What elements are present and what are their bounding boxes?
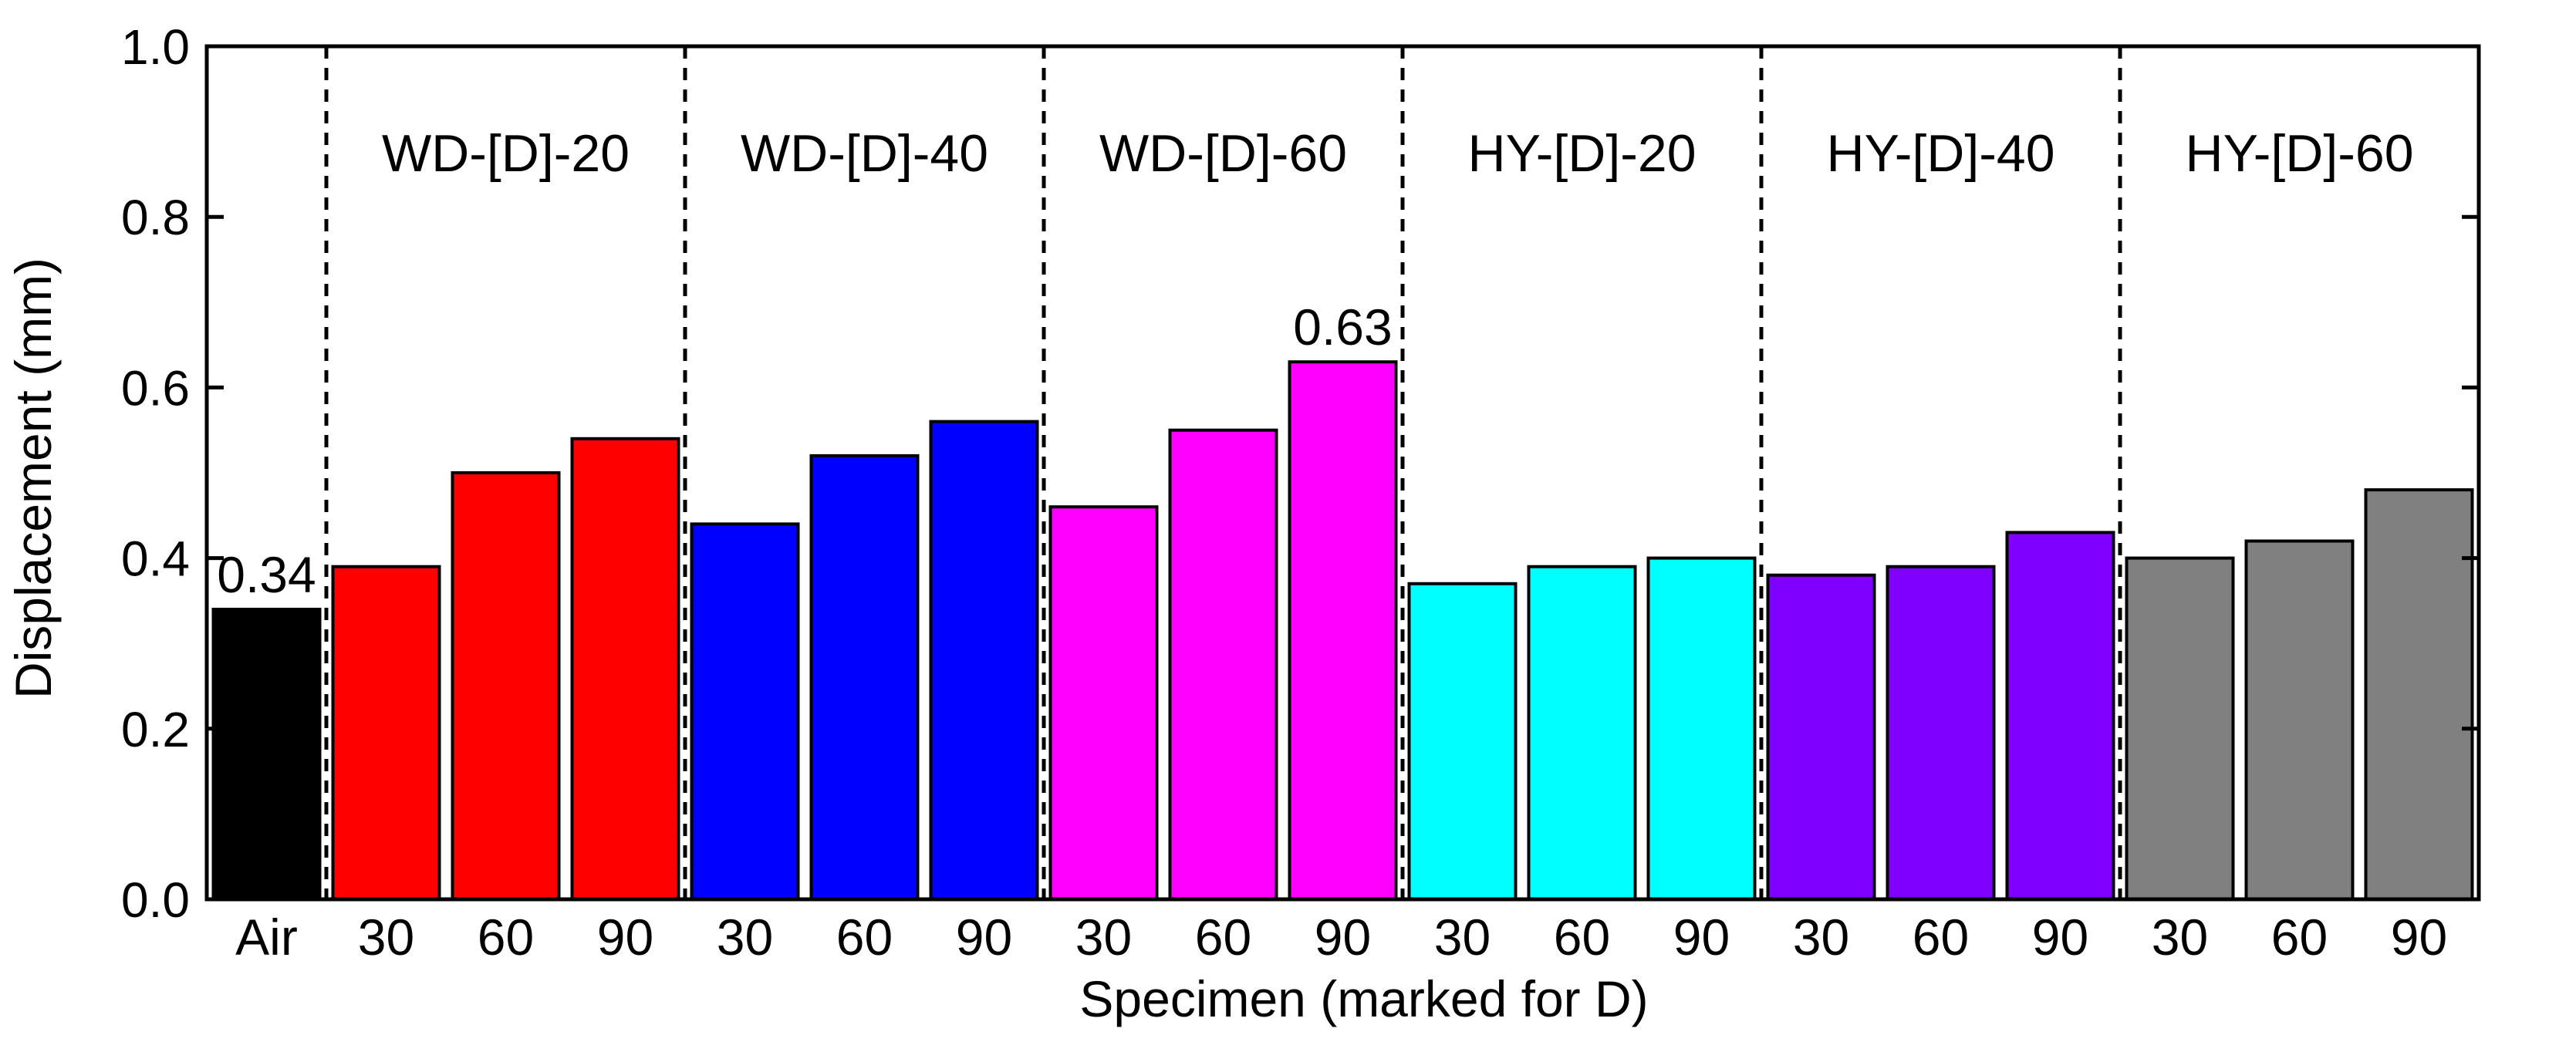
x-tick-label-9: 90 [1315, 909, 1371, 966]
bar-6 [929, 420, 1039, 901]
bar-4 [690, 522, 800, 902]
x-tick-label-6: 90 [956, 909, 1012, 966]
x-tick-label-14: 60 [1913, 909, 1969, 966]
x-tick-label-11: 60 [1554, 909, 1610, 966]
x-tick-label-3: 90 [597, 909, 653, 966]
x-axis-title: Specimen (marked for D) [1079, 970, 1648, 1027]
group-label-2: WD-[D]-60 [1099, 124, 1347, 183]
bar-0 [211, 608, 322, 901]
x-tick-label-7: 30 [1075, 909, 1132, 966]
group-label-1: WD-[D]-40 [741, 124, 988, 183]
y-tick-label-4: 0.8 [121, 190, 190, 245]
x-tick-label-15: 90 [2032, 909, 2088, 966]
bar-14 [1886, 565, 1996, 901]
y-tick-label-0: 0.0 [121, 872, 190, 928]
x-tick-label-0: Air [235, 909, 298, 966]
data-label-0: 0.34 [217, 546, 316, 603]
x-tick-label-18: 90 [2391, 909, 2447, 966]
bar-13 [1766, 573, 1876, 901]
x-tick-label-1: 30 [358, 909, 414, 966]
group-label-0: WD-[D]-20 [382, 124, 630, 183]
bar-9 [1288, 360, 1398, 901]
bar-16 [2125, 556, 2235, 901]
bar-1 [331, 565, 441, 901]
bar-7 [1048, 505, 1159, 901]
y-tick-label-2: 0.4 [121, 531, 190, 587]
group-label-3: HY-[D]-20 [1467, 124, 1696, 183]
data-label-1: 0.63 [1293, 298, 1392, 356]
bar-15 [2005, 531, 2115, 902]
x-tick-label-13: 30 [1793, 909, 1849, 966]
y-tick-label-3: 0.6 [121, 360, 190, 416]
x-tick-label-4: 30 [717, 909, 773, 966]
bar-11 [1527, 565, 1637, 901]
bar-17 [2244, 539, 2355, 901]
x-tick-label-2: 60 [478, 909, 534, 966]
plot-frame [204, 44, 2481, 902]
bar-2 [451, 471, 561, 901]
y-tick-label-1: 0.2 [121, 702, 190, 757]
plot-area: WD-[D]-20 WD-[D]-40 WD-[D]-60 HY-[D]-20 HY-[… [121, 19, 2481, 966]
bar-12 [1646, 556, 1757, 901]
x-tick-label-8: 60 [1195, 909, 1251, 966]
x-tick-label-10: 30 [1434, 909, 1491, 966]
bar-18 [2364, 488, 2474, 901]
bar-8 [1168, 428, 1278, 901]
x-tick-label-12: 90 [1673, 909, 1730, 966]
bar-5 [809, 454, 920, 901]
group-label-4: HY-[D]-40 [1826, 124, 2054, 183]
y-axis-title: Displacement (mm) [5, 258, 62, 699]
x-tick-label-5: 60 [836, 909, 893, 966]
bar-10 [1407, 582, 1518, 901]
y-tick-label-5: 1.0 [121, 19, 190, 75]
group-label-5: HY-[D]-60 [2185, 124, 2413, 183]
bar-3 [570, 437, 680, 901]
x-tick-label-17: 60 [2271, 909, 2328, 966]
x-tick-label-16: 30 [2152, 909, 2208, 966]
